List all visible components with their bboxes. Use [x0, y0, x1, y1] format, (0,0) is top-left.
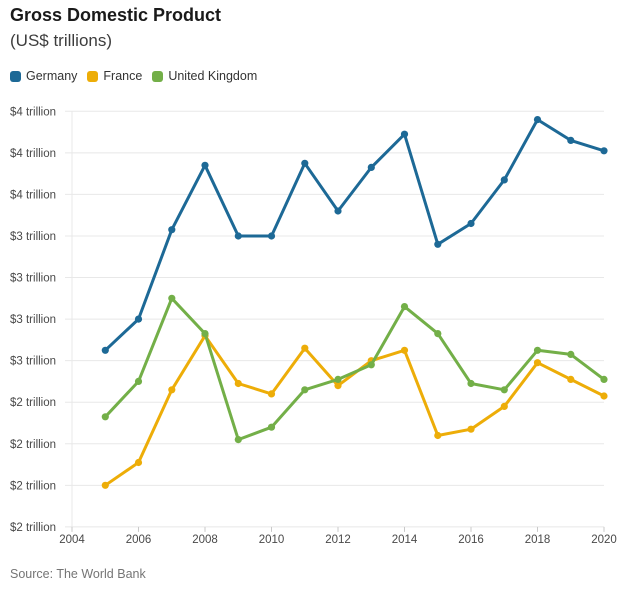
- series-point-germany: [234, 232, 242, 240]
- y-axis-tick-label: $4 trillion: [10, 148, 56, 160]
- series-point-france: [400, 346, 409, 354]
- series-point-united-kingdom: [101, 413, 109, 421]
- y-axis-tick-label: $2 trillion: [10, 480, 56, 492]
- series-line-united-kingdom: [103, 296, 606, 442]
- chart-title: Gross Domestic Product: [10, 5, 222, 25]
- series-point-france: [234, 379, 242, 388]
- x-axis-tick-label: 2020: [591, 534, 617, 546]
- series-point-united-kingdom: [267, 423, 276, 431]
- legend-swatch-germany: [10, 70, 21, 82]
- series-point-germany: [267, 232, 276, 240]
- series-point-france: [134, 458, 143, 467]
- source-note: Source: The World Bank: [10, 567, 146, 581]
- series-point-germany: [533, 116, 542, 124]
- series-point-france: [567, 375, 575, 383]
- series-point-united-kingdom: [533, 346, 542, 354]
- series-point-france: [168, 386, 176, 394]
- series-point-germany: [134, 315, 143, 323]
- legend-swatch-france: [87, 70, 99, 82]
- legend-item-germany: Germany: [10, 69, 77, 83]
- series-point-germany: [334, 207, 342, 215]
- y-axis-tick-label: $3 trillion: [10, 231, 56, 243]
- legend-swatch-united-kingdom: [152, 70, 164, 82]
- y-axis-tick-label: $3 trillion: [10, 356, 56, 368]
- series-point-united-kingdom: [201, 330, 209, 338]
- series-point-germany: [434, 240, 442, 248]
- series-point-germany: [400, 130, 409, 138]
- series-point-united-kingdom: [567, 350, 575, 358]
- x-axis-tick-label: 2016: [458, 534, 484, 546]
- x-axis-tick-label: 2012: [325, 534, 351, 546]
- legend-label: Germany: [26, 69, 78, 83]
- series-point-france: [500, 402, 508, 410]
- series-point-france: [301, 344, 309, 352]
- series-point-united-kingdom: [134, 377, 143, 385]
- legend-item-france: France: [87, 69, 142, 83]
- series-point-united-kingdom: [600, 375, 608, 383]
- x-axis-tick-label: 2004: [59, 534, 85, 546]
- series-point-germany: [168, 226, 176, 234]
- series-point-germany: [367, 163, 375, 171]
- x-axis-tick-label: 2008: [192, 534, 218, 546]
- series-line-germany: [103, 118, 606, 352]
- series-point-germany: [201, 161, 209, 169]
- legend-label: France: [103, 69, 143, 83]
- series-point-united-kingdom: [500, 386, 508, 394]
- y-axis-tick-label: $4 trillion: [10, 106, 56, 118]
- series-point-germany: [467, 219, 475, 228]
- series-point-united-kingdom: [334, 375, 342, 383]
- series-point-france: [334, 382, 342, 390]
- y-axis-tick-label: $4 trillion: [10, 189, 56, 201]
- series-point-france: [533, 359, 542, 367]
- series-point-united-kingdom: [234, 436, 242, 444]
- y-axis-tick-label: $2 trillion: [10, 397, 56, 409]
- series-point-united-kingdom: [168, 294, 176, 302]
- series-point-united-kingdom: [367, 361, 375, 369]
- chart-subtitle: (US$ trillions): [10, 31, 113, 50]
- series-point-france: [600, 392, 608, 400]
- series-point-united-kingdom: [400, 303, 409, 311]
- series-point-france: [101, 481, 109, 489]
- y-axis-tick-label: $2 trillion: [10, 439, 56, 451]
- series-point-germany: [301, 159, 309, 167]
- series-point-united-kingdom: [434, 330, 442, 338]
- y-axis-tick-label: $3 trillion: [10, 273, 56, 285]
- y-axis-tick-label: $3 trillion: [10, 314, 56, 326]
- series-point-united-kingdom: [301, 386, 309, 394]
- series-point-germany: [567, 136, 575, 144]
- x-axis-tick-label: 2018: [525, 534, 551, 546]
- x-axis-tick-label: 2010: [259, 534, 285, 546]
- x-axis-tick-label: 2014: [392, 534, 418, 546]
- series-point-germany: [101, 346, 109, 354]
- legend-label: United Kingdom: [168, 69, 258, 83]
- legend: Germany France United Kingdom: [10, 69, 257, 83]
- x-axis-tick-label: 2006: [126, 534, 152, 546]
- series-point-germany: [600, 147, 608, 155]
- series-point-united-kingdom: [467, 379, 475, 388]
- y-axis-tick-label: $2 trillion: [10, 522, 56, 534]
- legend-item-united-kingdom: United Kingdom: [152, 69, 257, 83]
- series-point-france: [434, 431, 442, 440]
- series-point-france: [467, 425, 475, 433]
- series-point-germany: [500, 176, 508, 184]
- series-point-france: [267, 390, 276, 398]
